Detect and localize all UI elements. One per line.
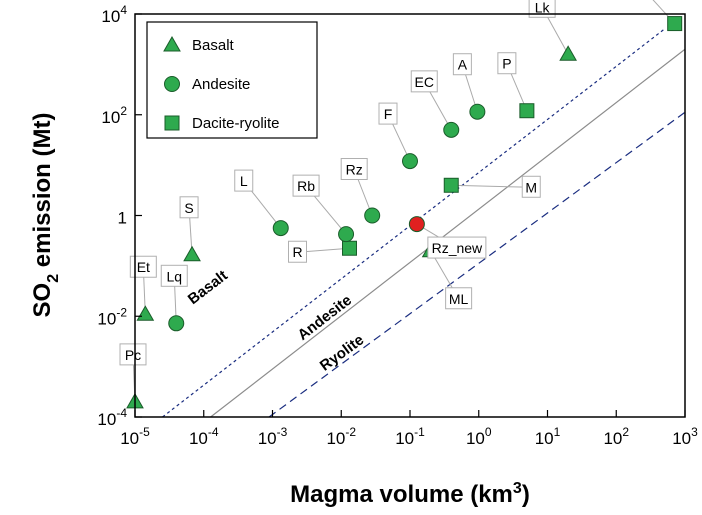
- reference-line-basalt: [162, 28, 665, 417]
- reference-line-label-ryolite: Ryolite: [317, 331, 367, 374]
- point-m: [443, 177, 459, 193]
- x-tick-label: 100: [466, 425, 492, 448]
- y-tick-label: 10-2: [97, 305, 127, 328]
- callout-box-rz-new: [427, 236, 487, 259]
- callout-label-lk: Lk: [535, 0, 551, 15]
- callout-label-rz-new: Rz_new: [432, 240, 483, 256]
- x-tick-label: 10-4: [189, 425, 219, 448]
- point-a: [469, 103, 486, 120]
- legend-label-dacite-ryolite: Dacite-ryolite: [192, 115, 280, 132]
- callout-box-rb: [292, 174, 320, 197]
- point-ec: [443, 121, 460, 138]
- callout-box-a: [452, 53, 472, 76]
- callout-label-et: Et: [137, 259, 150, 275]
- callout-box-rz: [340, 158, 368, 180]
- x-tick-label: 102: [603, 425, 629, 448]
- reference-line-andesite: [210, 48, 685, 417]
- x-axis-title: Magma volume (km3): [290, 480, 530, 508]
- x-tick-label: 10-2: [326, 425, 356, 448]
- leader-bt: [652, 0, 676, 24]
- callout-label-lq: Lq: [166, 268, 182, 284]
- callout-box-r: [288, 240, 307, 263]
- point-et: [136, 305, 155, 321]
- x-tick-label: 10-5: [120, 425, 150, 448]
- callout-label-l: L: [240, 173, 248, 189]
- reference-line-label-andesite: Andesite: [294, 292, 354, 344]
- reference-line-label-basalt: Basalt: [185, 267, 231, 308]
- point-bt: [667, 16, 683, 32]
- x-tick-label: 101: [535, 425, 561, 448]
- point-rb: [338, 226, 355, 243]
- point-l: [272, 220, 289, 237]
- legend: Basalt Andesite Dacite-ryolite: [146, 21, 318, 139]
- callout-label-m: M: [525, 179, 537, 195]
- x-tick-label: 103: [672, 425, 698, 448]
- legend-marker-basalt: [163, 35, 181, 52]
- callout-label-ml: ML: [449, 291, 469, 307]
- point-rz: [364, 207, 381, 224]
- callout-label-f: F: [384, 106, 393, 122]
- callout-box-et: [129, 255, 157, 278]
- y-tick-label: 10-4: [97, 406, 127, 429]
- callout-box-l: [234, 169, 254, 192]
- legend-marker-dacite-ryolite: [164, 115, 180, 131]
- callout-box-m: [521, 175, 541, 198]
- callout-label-ec: EC: [415, 74, 434, 90]
- callout-box-lq: [160, 264, 188, 287]
- callout-box-pc: [119, 343, 147, 366]
- reference-line-ryolite: [268, 111, 685, 417]
- point-s: [183, 245, 201, 262]
- callout-box-f: [378, 102, 398, 125]
- callout-label-rz: Rz: [346, 162, 363, 178]
- callout-box-ec: [410, 70, 438, 93]
- point-lq: [168, 315, 185, 332]
- callout-box-s: [179, 196, 199, 219]
- legend-label-andesite: Andesite: [192, 76, 250, 93]
- callout-label-pc: Pc: [125, 347, 141, 363]
- x-tick-label: 10-3: [258, 425, 288, 448]
- y-tick-label: 104: [101, 3, 127, 26]
- data-points: [126, 16, 683, 409]
- legend-marker-andesite: [164, 76, 180, 92]
- callout-label-r: R: [292, 244, 302, 260]
- callout-label-s: S: [184, 200, 193, 216]
- callout-label-a: A: [458, 57, 468, 73]
- point-rz-new: [408, 216, 425, 233]
- callout-box-ml: [445, 287, 473, 310]
- y-tick-label: 102: [101, 104, 127, 127]
- axes: 10-5 10-4 10-3 10-2 10-1 100 101 102 10310-410-2…: [97, 3, 698, 448]
- callout-box-p: [497, 52, 517, 75]
- reference-lines: [162, 28, 685, 417]
- callout-box-lk: [528, 0, 556, 18]
- legend-label-basalt: Basalt: [192, 37, 235, 54]
- point-r: [342, 240, 357, 256]
- point-p: [519, 103, 535, 119]
- x-tick-label: 10-1: [395, 425, 425, 448]
- leader-m: [451, 184, 532, 188]
- callout-label-p: P: [502, 56, 511, 72]
- point-lk: [559, 45, 577, 61]
- y-tick-label: 1: [118, 209, 127, 228]
- y-axis-title: SO2 emission (Mt): [29, 113, 62, 318]
- point-f: [402, 153, 418, 170]
- callout-label-rb: Rb: [297, 178, 315, 194]
